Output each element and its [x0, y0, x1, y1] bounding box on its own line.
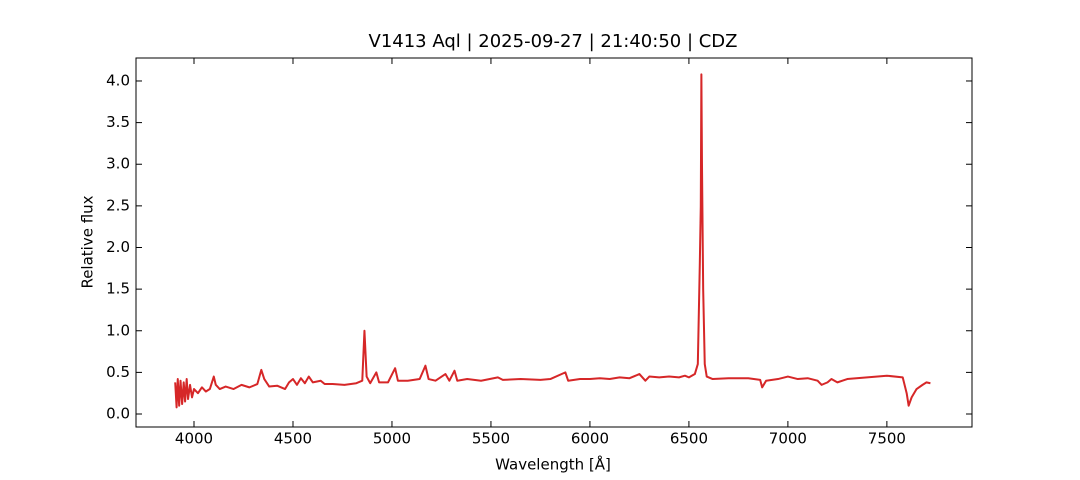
x-tick-label: 5500 — [472, 430, 510, 448]
x-tick-label: 6500 — [670, 430, 708, 448]
y-tick-label: 2.5 — [106, 196, 130, 214]
chart-title: V1413 Aql | 2025-09-27 | 21:40:50 | CDZ — [369, 31, 738, 52]
y-tick-label: 0.5 — [106, 363, 130, 381]
y-tick-label: 1.5 — [106, 280, 130, 298]
x-axis-label: Wavelength [Å] — [495, 455, 611, 474]
y-tick-label: 4.0 — [106, 71, 130, 89]
x-tick-label: 7500 — [868, 430, 906, 448]
spectrum-line — [174, 73, 931, 409]
x-tick-label: 4500 — [274, 430, 312, 448]
x-tick-label: 5000 — [373, 430, 411, 448]
y-tick-label: 1.0 — [106, 321, 130, 339]
y-tick-label: 0.0 — [106, 405, 130, 423]
x-tick-label: 6000 — [571, 430, 609, 448]
y-tick-label: 3.0 — [106, 155, 130, 173]
y-tick-label: 3.5 — [106, 113, 130, 131]
y-axis-label: Relative flux — [79, 195, 97, 288]
x-tick-label: 4000 — [175, 430, 213, 448]
plot-frame — [135, 57, 973, 428]
x-tick-label: 7000 — [769, 430, 807, 448]
y-tick-label: 2.0 — [106, 238, 130, 256]
